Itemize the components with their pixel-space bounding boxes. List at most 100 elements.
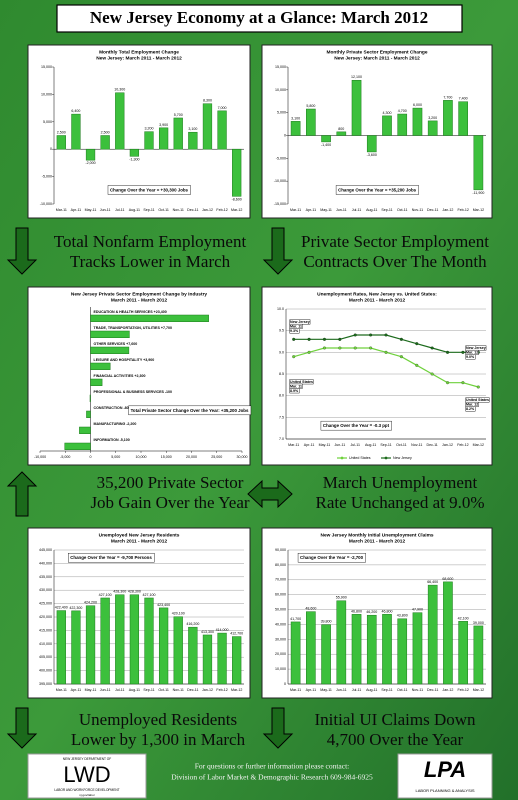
- bar: [129, 148, 140, 157]
- chart-title: Unemployed New Jersey Residents: [99, 532, 180, 538]
- logo-text: NEW JERSEY DEPARTMENT OF: [63, 757, 112, 761]
- y-tick-label: 10,000: [275, 667, 286, 671]
- value-label: 422,400: [55, 606, 68, 610]
- headline: Total Nonfarm Employment: [54, 232, 247, 251]
- bar: [90, 330, 130, 338]
- x-tick-label: May-11: [85, 208, 97, 212]
- bar: [366, 135, 377, 153]
- x-tick-label: Jun-11: [100, 688, 111, 692]
- value-label: 12,100: [351, 75, 362, 79]
- bar: [90, 378, 103, 386]
- bar: [397, 113, 408, 136]
- legend-marker: [384, 456, 388, 460]
- point: [384, 333, 388, 337]
- x-tick-label: Mar-11: [56, 688, 67, 692]
- contact-text: Division of Labor Market & Demographic R…: [171, 773, 373, 782]
- bar: [382, 614, 392, 685]
- category-label: OTHER SERVICES +7,600: [94, 342, 138, 346]
- bar: [306, 611, 316, 685]
- value-label: 6,400: [71, 109, 80, 113]
- value-label: 42,100: [458, 616, 469, 620]
- y-tick-label: 90,000: [275, 548, 286, 552]
- x-tick-label: Sep-11: [381, 208, 392, 212]
- x-tick-label: Aug-11: [365, 443, 376, 447]
- value-label: 422,300: [69, 606, 82, 610]
- bar: [85, 605, 96, 685]
- category-label: EDUCATION & HEALTH SERVICES +23,400: [94, 310, 167, 314]
- point-label: New Jersey: [466, 346, 486, 350]
- value-label: 7,700: [443, 95, 452, 99]
- bar: [232, 636, 242, 685]
- x-tick-label: Aug-11: [129, 208, 140, 212]
- point: [369, 333, 373, 337]
- x-tick-label: Apr-11: [304, 443, 315, 447]
- y-tick-label: 70,000: [275, 578, 286, 582]
- logo-text: nj.gov/labor: [79, 793, 95, 797]
- x-tick-label: Apr-11: [71, 688, 82, 692]
- headline: Private Sector Employment: [301, 232, 489, 251]
- y-tick-label: 9.0: [279, 350, 284, 354]
- arrow: [262, 707, 294, 749]
- x-tick-label: Sep-11: [143, 688, 154, 692]
- value-label: 46,800: [382, 609, 393, 613]
- contact-text: For questions or further information ple…: [195, 762, 350, 771]
- chart-title: New Jersey Private Sector Employment Cha…: [71, 291, 208, 297]
- y-tick-label: 5,000: [277, 111, 286, 115]
- headline: 35,200 Private Sector: [97, 473, 244, 492]
- x-tick-label: Sep-11: [143, 208, 154, 212]
- chart-subtitle: New Jersey: March 2011 - March 2012: [334, 55, 420, 61]
- x-tick-label: Mar-11: [288, 443, 299, 447]
- chart-subtitle: March 2011 - March 2012: [349, 538, 406, 544]
- bar: [366, 614, 377, 685]
- y-tick-label: 395,000: [39, 682, 52, 686]
- annotation-box: [128, 405, 252, 416]
- point: [430, 346, 434, 350]
- x-tick-label: -10,000: [34, 455, 46, 459]
- y-tick-label: 8.0: [279, 394, 284, 398]
- point: [353, 346, 357, 350]
- value-label: 416,200: [186, 622, 199, 626]
- headline: Unemployed Residents: [79, 710, 237, 729]
- value-label: 48,600: [305, 607, 316, 611]
- x-tick-label: Jan-12: [442, 688, 453, 692]
- x-tick-label: 25,000: [211, 455, 222, 459]
- bar: [412, 107, 423, 136]
- x-tick-label: Jan-12: [442, 443, 453, 447]
- x-tick-label: Jul-11: [115, 688, 125, 692]
- x-tick-label: Jan-12: [202, 688, 213, 692]
- x-tick-label: Dec-11: [187, 688, 198, 692]
- headline: Tracks Lower in March: [70, 252, 231, 271]
- x-tick-label: 15,000: [161, 455, 172, 459]
- value-label: 423,400: [157, 603, 170, 607]
- x-tick-label: Aug-11: [129, 688, 140, 692]
- y-tick-label: 445,000: [39, 548, 52, 552]
- logo-text: LABOR AND WORKFORCE DEVELOPMENT: [54, 788, 119, 792]
- annotation-box: [289, 328, 300, 334]
- annotation-box: [465, 406, 476, 412]
- point: [430, 372, 434, 376]
- legend-marker: [340, 456, 344, 460]
- x-tick-label: Dec-11: [187, 208, 198, 212]
- value-label: 39,800: [321, 620, 332, 624]
- value-label: 10,300: [114, 88, 125, 92]
- annotation-box: [320, 420, 392, 431]
- x-tick-label: Dec-11: [427, 688, 438, 692]
- x-tick-label: 0: [90, 455, 92, 459]
- bar: [64, 442, 91, 450]
- y-tick-label: -10,000: [40, 202, 52, 206]
- annotation-box: [289, 388, 300, 394]
- y-tick-label: -15,000: [274, 202, 286, 206]
- value-label: 427,100: [143, 593, 156, 597]
- title-box: [56, 4, 463, 33]
- value-label: -8,600: [232, 197, 242, 201]
- x-tick-label: Dec-11: [426, 443, 437, 447]
- point: [369, 346, 373, 350]
- x-tick-label: Nov-11: [173, 688, 184, 692]
- bar: [443, 581, 453, 685]
- value-label: -2,000: [85, 161, 95, 165]
- headline: Initial UI Claims Down: [314, 710, 476, 729]
- y-tick-label: 20,000: [275, 652, 286, 656]
- x-tick-label: Oct-11: [158, 688, 169, 692]
- y-tick-label: 430,000: [39, 588, 52, 592]
